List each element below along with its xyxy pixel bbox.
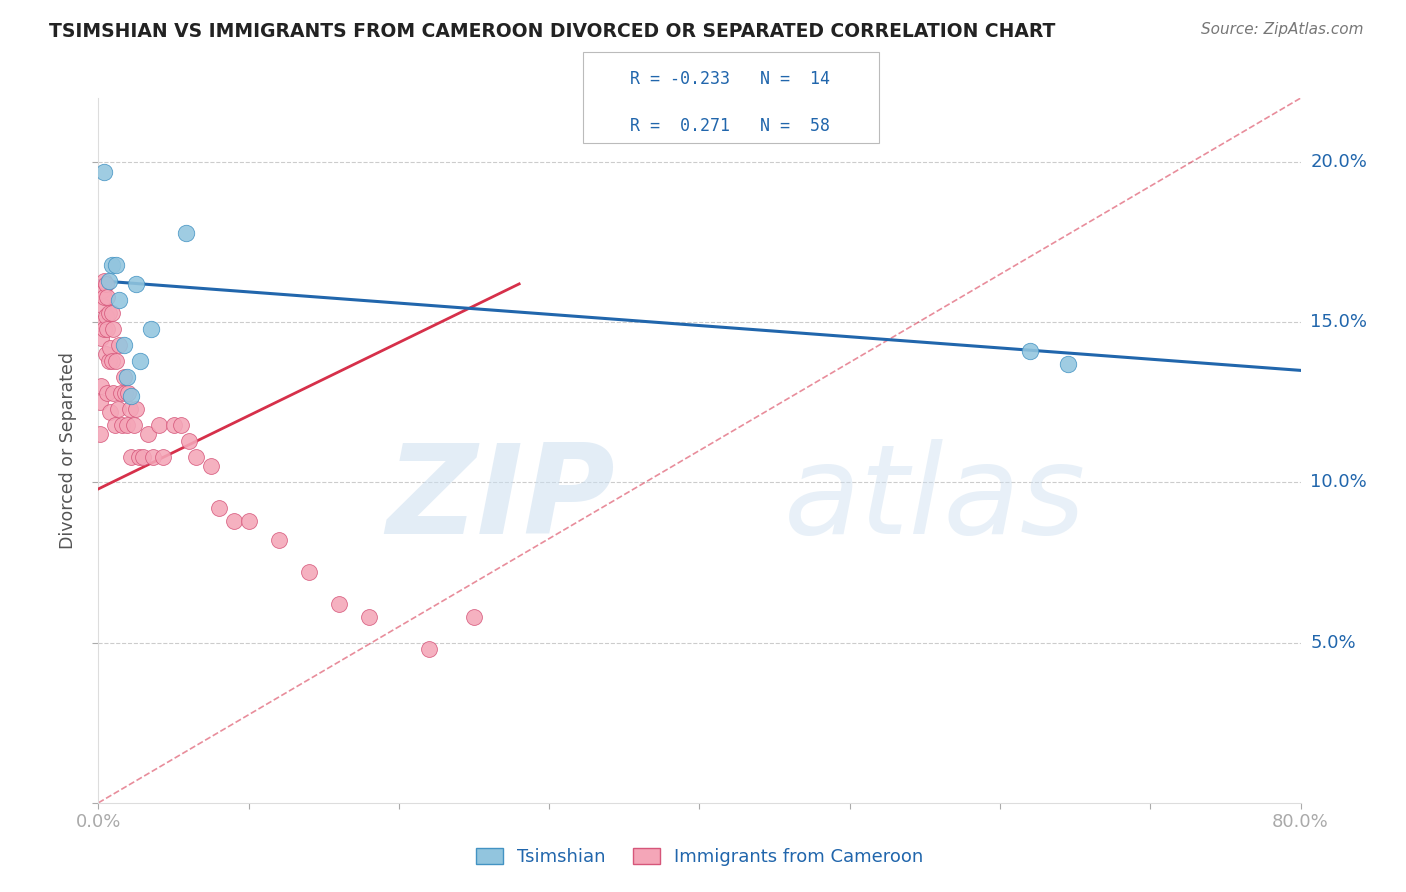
- Text: atlas: atlas: [783, 439, 1085, 560]
- Point: [328, 597, 350, 611]
- Point: [208, 501, 231, 516]
- Point: [108, 293, 131, 307]
- Point: [115, 369, 138, 384]
- Point: [91, 315, 114, 329]
- Point: [174, 226, 197, 240]
- Text: Source: ZipAtlas.com: Source: ZipAtlas.com: [1201, 22, 1364, 37]
- Point: [112, 369, 135, 384]
- Point: [128, 450, 150, 464]
- Point: [141, 450, 163, 464]
- Point: [117, 385, 139, 400]
- Point: [129, 353, 152, 368]
- Point: [118, 401, 141, 416]
- Text: 10.0%: 10.0%: [1310, 474, 1367, 491]
- Text: TSIMSHIAN VS IMMIGRANTS FROM CAMEROON DIVORCED OR SEPARATED CORRELATION CHART: TSIMSHIAN VS IMMIGRANTS FROM CAMEROON DI…: [49, 22, 1056, 41]
- Point: [93, 322, 115, 336]
- Point: [112, 338, 135, 352]
- Point: [93, 290, 115, 304]
- Point: [90, 331, 112, 345]
- Point: [101, 306, 124, 320]
- Point: [162, 417, 184, 432]
- Point: [93, 274, 115, 288]
- Point: [267, 533, 290, 548]
- Point: [152, 450, 174, 464]
- Point: [100, 405, 122, 419]
- Point: [1019, 344, 1042, 359]
- Point: [357, 610, 380, 624]
- Point: [101, 353, 124, 368]
- Point: [177, 434, 200, 448]
- Point: [136, 427, 159, 442]
- Point: [139, 322, 162, 336]
- Point: [96, 385, 118, 400]
- Point: [89, 427, 111, 442]
- Point: [94, 347, 117, 361]
- Point: [222, 514, 245, 528]
- Point: [94, 309, 117, 323]
- Text: 20.0%: 20.0%: [1310, 153, 1367, 171]
- Point: [97, 274, 120, 288]
- Point: [108, 338, 131, 352]
- Point: [184, 450, 207, 464]
- Point: [89, 395, 111, 409]
- Point: [115, 417, 138, 432]
- Legend: Tsimshian, Immigrants from Cameroon: Tsimshian, Immigrants from Cameroon: [467, 838, 932, 875]
- Point: [110, 385, 132, 400]
- Point: [463, 610, 485, 624]
- Point: [170, 417, 193, 432]
- Point: [125, 277, 148, 291]
- Point: [91, 299, 114, 313]
- Text: 15.0%: 15.0%: [1310, 313, 1367, 331]
- Y-axis label: Divorced or Separated: Divorced or Separated: [59, 352, 77, 549]
- Point: [96, 290, 118, 304]
- Point: [200, 459, 222, 474]
- Point: [111, 417, 134, 432]
- Point: [114, 385, 136, 400]
- Point: [121, 389, 143, 403]
- Point: [298, 565, 321, 579]
- Point: [148, 417, 170, 432]
- Point: [90, 379, 112, 393]
- Text: 5.0%: 5.0%: [1310, 633, 1355, 652]
- Point: [96, 322, 118, 336]
- Point: [132, 450, 155, 464]
- Point: [124, 417, 146, 432]
- Point: [121, 450, 143, 464]
- Point: [93, 165, 115, 179]
- Text: R =  0.271   N =  58: R = 0.271 N = 58: [630, 117, 830, 135]
- Text: R = -0.233   N =  14: R = -0.233 N = 14: [630, 70, 830, 88]
- Point: [125, 401, 148, 416]
- Point: [107, 401, 129, 416]
- Point: [105, 258, 128, 272]
- Point: [100, 341, 122, 355]
- Point: [105, 353, 128, 368]
- Point: [238, 514, 260, 528]
- Text: ZIP: ZIP: [387, 439, 616, 560]
- Point: [97, 306, 120, 320]
- Point: [103, 385, 125, 400]
- Point: [97, 353, 120, 368]
- Point: [1056, 357, 1078, 371]
- Point: [103, 322, 125, 336]
- Point: [418, 642, 440, 657]
- Point: [104, 417, 127, 432]
- Point: [91, 283, 114, 297]
- Point: [101, 258, 124, 272]
- Point: [94, 277, 117, 291]
